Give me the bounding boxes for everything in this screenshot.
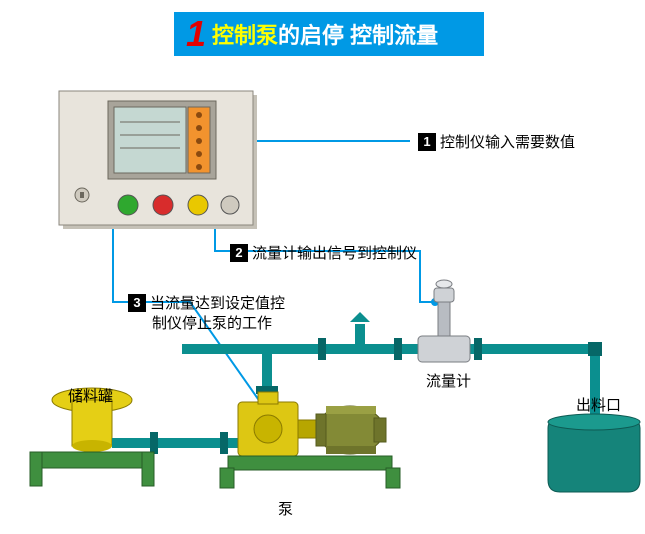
annotation-3: 3 当流量达到设定值控 (128, 292, 285, 313)
diagram-svg (0, 0, 645, 534)
annotation-2: 2 流量计输出信号到控制仪 (230, 242, 417, 263)
annotation-2-text: 流量计输出信号到控制仪 (252, 242, 417, 263)
annotation-1-text: 控制仪输入需要数值 (440, 131, 575, 152)
annotation-1-num: 1 (418, 133, 436, 151)
annotation-3-text-line2: 制仪停止泵的工作 (152, 312, 272, 333)
annotation-3-text-line1: 当流量达到设定值控 (150, 292, 285, 313)
annotation-1: 1 控制仪输入需要数值 (418, 131, 575, 152)
label-flowmeter: 流量计 (426, 370, 471, 391)
label-outlet: 出料口 (576, 394, 621, 415)
label-pump: 泵 (278, 498, 293, 519)
pump-assembly (220, 392, 400, 488)
annotation-3-num: 3 (128, 294, 146, 312)
annotation-2-num: 2 (230, 244, 248, 262)
outlet-container (548, 414, 640, 492)
flowmeter (418, 280, 470, 362)
label-tank: 储料罐 (68, 385, 113, 406)
control-panel (59, 91, 257, 229)
